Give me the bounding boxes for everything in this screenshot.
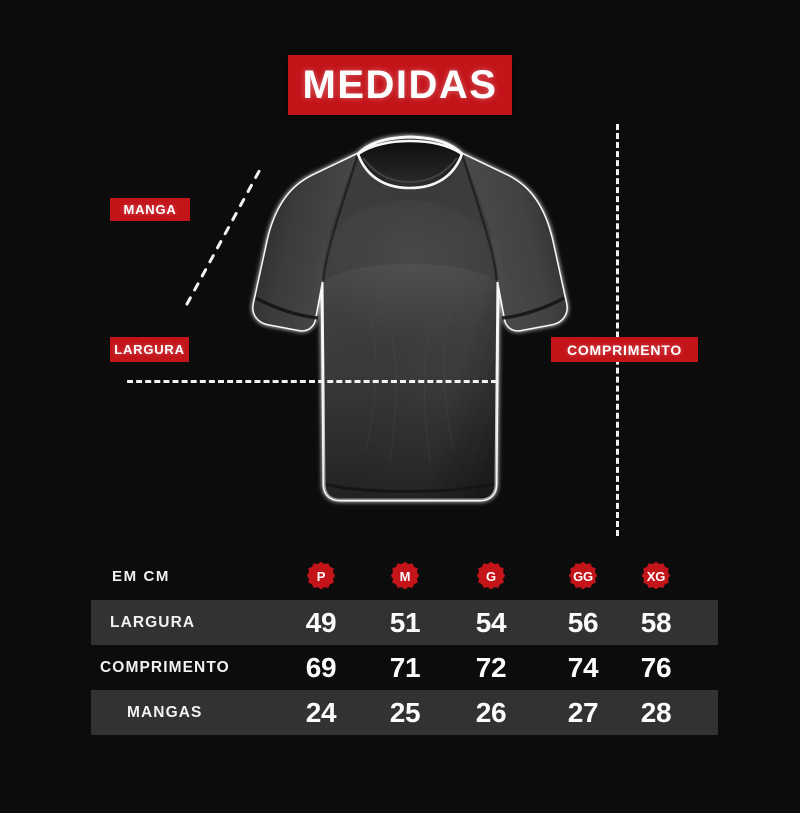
cell-comprimento-gg: 74 [567, 651, 599, 683]
size-badge-xg-label: XG [646, 568, 666, 584]
cell-largura-m: 51 [389, 606, 421, 638]
table-row: MANGAS 24 25 26 27 28 [0, 690, 800, 735]
cell-largura-gg: 56 [567, 606, 599, 638]
callout-sleeve: MANGA [110, 198, 190, 221]
row-band [91, 690, 718, 735]
cell-largura-xg: 58 [640, 606, 672, 638]
callout-length-label: COMPRIMENTO [566, 341, 683, 358]
size-badge-gg-label: GG [573, 568, 593, 584]
cell-largura-p: 49 [305, 606, 337, 638]
size-badge-p: P [306, 561, 336, 591]
measurements-table: EM CM P M G [0, 552, 800, 735]
width-guide-dashed-line [127, 380, 497, 383]
cell-mangas-xg: 28 [640, 696, 672, 728]
callout-sleeve-label: MANGA [123, 202, 177, 217]
cell-comprimento-m: 71 [389, 651, 421, 683]
page-title-banner: MEDIDAS [288, 55, 512, 115]
row-label-comprimento: COMPRIMENTO [100, 658, 230, 676]
sleeve-guide-dashed-line [183, 160, 267, 308]
cell-comprimento-p: 69 [305, 651, 337, 683]
cell-comprimento-g: 72 [475, 651, 507, 683]
size-badge-gg: GG [568, 561, 598, 591]
unit-label: EM CM [112, 567, 170, 585]
size-badge-m-label: M [399, 568, 411, 584]
length-guide-dashed-line [616, 124, 619, 536]
table-header-row: EM CM P M G [0, 552, 800, 600]
cell-mangas-p: 24 [305, 696, 337, 728]
page-title: MEDIDAS [302, 63, 498, 107]
callout-length: COMPRIMENTO [551, 337, 698, 362]
table-row: LARGURA 49 51 54 56 58 [0, 600, 800, 645]
tshirt-icon [240, 132, 580, 522]
callout-width: LARGURA [110, 337, 189, 362]
cell-largura-g: 54 [475, 606, 507, 638]
cell-mangas-gg: 27 [567, 696, 599, 728]
row-label-mangas: MANGAS [127, 703, 203, 721]
size-badge-m: M [390, 561, 420, 591]
row-label-largura: LARGURA [110, 613, 196, 631]
size-badge-xg: XG [641, 561, 671, 591]
row-band [91, 600, 718, 645]
size-badge-g: G [476, 561, 506, 591]
cell-comprimento-xg: 76 [640, 651, 672, 683]
size-badge-g-label: G [486, 568, 496, 584]
table-row: COMPRIMENTO 69 71 72 74 76 [0, 645, 800, 690]
size-badge-p-label: P [316, 568, 326, 584]
cell-mangas-g: 26 [475, 696, 507, 728]
cell-mangas-m: 25 [389, 696, 421, 728]
callout-width-label: LARGURA [114, 342, 185, 357]
